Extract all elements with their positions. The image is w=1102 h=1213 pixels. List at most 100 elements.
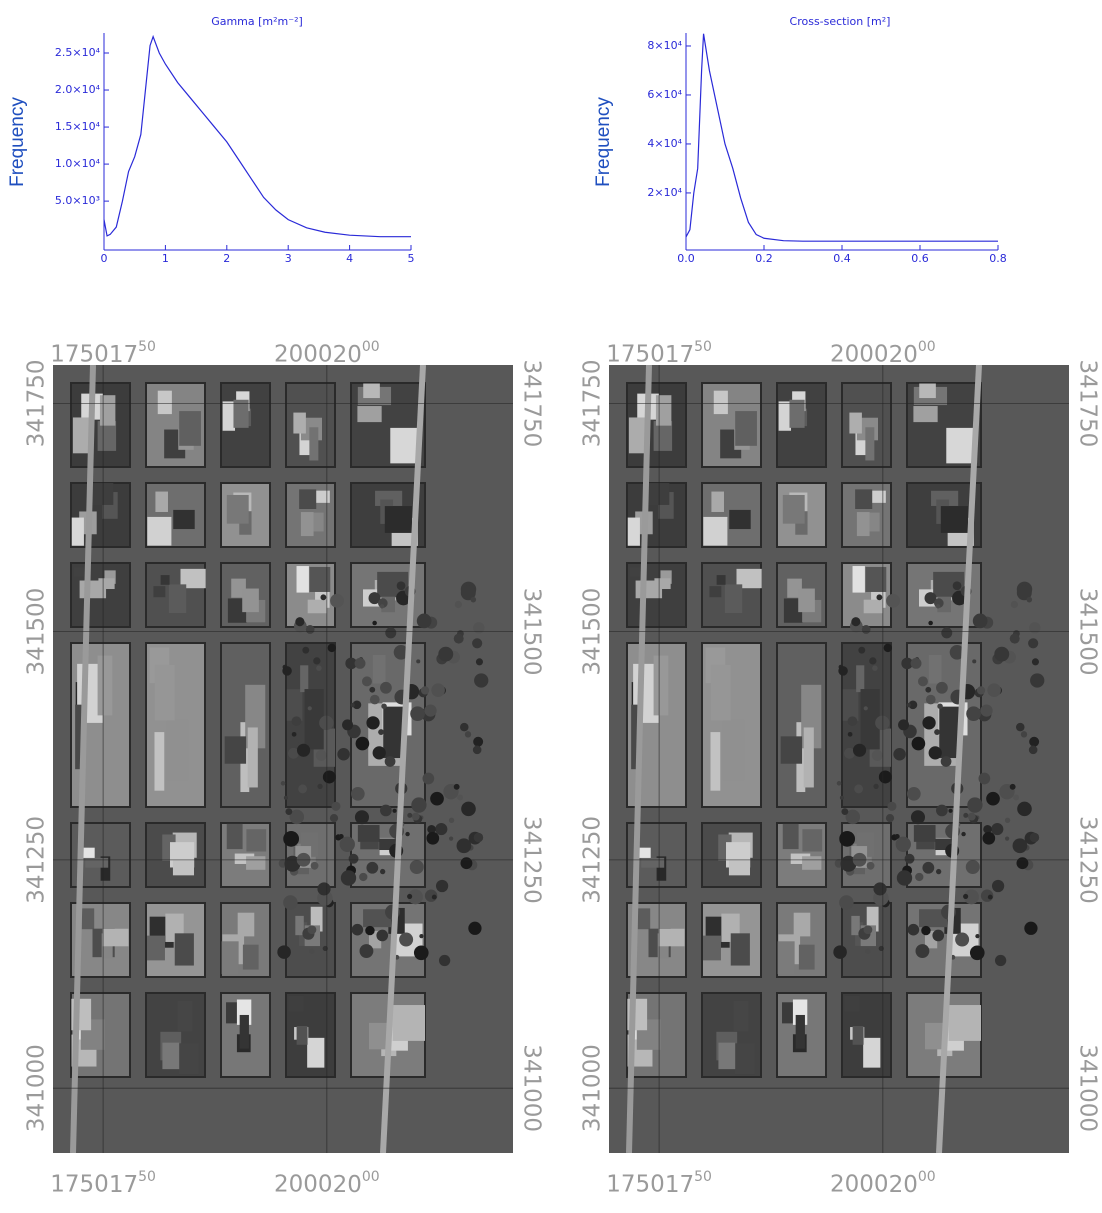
y-tick-label: 2.5×10⁴ [55,46,101,59]
tree [320,594,326,600]
y-coordinate-label: 341000 [580,1044,606,1132]
y-coordinate-label: 341250 [24,816,50,904]
tree [352,924,364,936]
tree [457,838,472,853]
building [629,417,646,453]
tree [474,673,488,687]
building [363,384,380,399]
tree [876,594,882,600]
tree [317,784,322,789]
tree [355,658,366,669]
tree [977,686,985,694]
tree [915,873,923,881]
tree [916,944,930,958]
y-tick-label: 2.0×10⁴ [55,83,101,96]
x-tick-label: 5 [408,252,415,265]
tree [851,617,860,626]
tree [439,955,450,966]
tree [468,922,481,935]
building [855,489,872,509]
tree [366,862,378,874]
building [630,567,640,577]
tree [473,746,482,755]
tree [380,604,384,608]
x-tick-label: 0.0 [677,252,695,265]
tree [449,837,453,841]
y-coordinate-label: 341750 [24,359,50,447]
tree [934,729,940,735]
y-tick-label: 1.0×10⁴ [55,157,101,170]
tree [926,695,936,705]
tree [928,621,933,626]
tree [380,682,392,694]
building [357,406,381,422]
x-tick-label: 0.6 [911,252,929,265]
building [794,913,811,937]
tree [963,894,968,899]
tree [988,895,993,900]
building [711,492,724,512]
building [723,720,744,781]
building [175,933,194,965]
tree [994,647,1009,662]
tree [1030,833,1039,842]
tree [929,746,942,759]
tree [955,933,969,947]
x-tick-label: 1 [162,252,169,265]
tree [921,926,930,935]
building [929,655,942,683]
tree [298,784,307,793]
tree [1027,597,1033,603]
tree [416,659,420,663]
tree [431,683,445,697]
tree [992,880,1004,892]
tree [1029,746,1038,755]
histogram: Gamma [m²m⁻²]Frequency0123455.0×10³1.0×1… [7,15,414,265]
tree [1011,601,1018,608]
tree [331,802,340,811]
building [227,824,243,849]
tree [936,869,941,874]
tree [961,832,965,836]
tree [369,687,375,693]
building [851,916,859,935]
tree [412,813,420,821]
tree [283,831,299,847]
y-axis-label: Frequency [7,97,28,187]
building [393,1005,425,1041]
tree [948,809,952,813]
histogram-line [686,34,998,241]
tree [424,704,436,716]
tree [872,750,883,761]
tree [1013,838,1028,853]
building [248,727,258,787]
tree [419,934,423,938]
tree [340,837,355,852]
tree [378,729,384,735]
tree [471,597,477,603]
tree [841,808,848,815]
tree [455,601,462,608]
tree [298,739,303,744]
y-coordinate-label: 341000 [24,1044,50,1132]
building [949,1005,981,1041]
tree [360,944,374,958]
tree [307,925,316,934]
tree [941,627,952,638]
building [729,860,750,875]
building [295,916,303,935]
tree [873,784,878,789]
tree [848,732,853,737]
tree [370,695,380,705]
building [853,1026,864,1045]
tree [341,870,356,885]
tree [922,862,934,874]
tree [430,792,444,806]
tree [411,797,426,812]
tree [837,781,842,786]
tree [319,716,333,730]
x-tick-label: 0.4 [833,252,851,265]
tree [423,773,435,785]
y-tick-label: 2×10⁴ [647,186,682,199]
